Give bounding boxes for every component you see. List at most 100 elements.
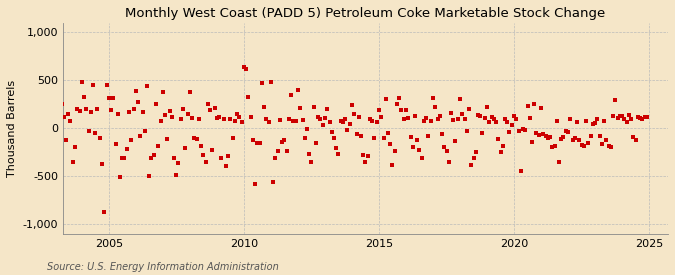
Point [124, 110, 134, 114]
Point [412, 138, 423, 142]
Point [455, 97, 466, 101]
Point [184, 89, 195, 94]
Point [500, 116, 510, 121]
Point [522, 104, 533, 108]
Point [333, 152, 344, 156]
Point [122, 147, 132, 152]
Point [632, 114, 643, 119]
Point [603, 144, 614, 149]
Point [610, 98, 621, 103]
Point [364, 116, 375, 121]
Point [342, 128, 353, 132]
Point [299, 136, 310, 140]
Point [88, 83, 99, 87]
Point [470, 150, 481, 155]
Point [634, 116, 645, 120]
Point [268, 180, 279, 184]
Point [310, 141, 321, 145]
Point [518, 127, 529, 131]
Point [198, 153, 209, 157]
Point [601, 138, 612, 142]
Point [99, 210, 109, 214]
Point [403, 116, 414, 120]
Point [315, 116, 326, 121]
Point [432, 116, 443, 121]
Point [484, 120, 495, 125]
Point [63, 112, 74, 116]
Point [142, 84, 153, 88]
Point [617, 114, 628, 118]
Point [230, 118, 240, 123]
Point [144, 174, 155, 178]
Point [153, 143, 163, 148]
Point [497, 143, 508, 148]
Point [421, 116, 431, 120]
Point [78, 94, 89, 99]
Point [207, 148, 217, 153]
Point [592, 116, 603, 121]
Point [369, 136, 380, 140]
Point [182, 112, 193, 116]
Point [520, 128, 531, 132]
Point [295, 106, 306, 110]
Point [425, 119, 436, 124]
Point [74, 109, 85, 113]
Point [173, 161, 184, 165]
Point [531, 131, 542, 135]
Point [281, 149, 292, 153]
Point [304, 152, 315, 156]
Point [326, 130, 337, 134]
Point [290, 119, 301, 124]
Point [554, 160, 564, 164]
Point [578, 144, 589, 149]
Point [346, 103, 357, 107]
Point [234, 114, 244, 119]
Point [590, 121, 601, 126]
Point [383, 131, 394, 135]
Point [180, 146, 190, 151]
Point [263, 120, 274, 125]
Point [338, 120, 348, 125]
Point [259, 105, 269, 109]
Point [587, 122, 598, 127]
Point [288, 118, 299, 123]
Point [576, 142, 587, 147]
Point [248, 138, 259, 142]
Point [279, 138, 290, 142]
Point [211, 116, 222, 120]
Point [551, 119, 562, 124]
Point [76, 80, 87, 84]
Point [396, 108, 407, 112]
Point [340, 116, 350, 121]
Point [563, 130, 574, 134]
Point [574, 138, 585, 142]
Point [434, 114, 445, 118]
Point [97, 162, 107, 166]
Point [641, 114, 652, 119]
Point [540, 134, 551, 138]
Point [349, 112, 360, 116]
Point [491, 120, 502, 125]
Point [416, 156, 427, 160]
Text: Source: U.S. Energy Information Administration: Source: U.S. Energy Information Administ… [47, 262, 279, 272]
Point [407, 145, 418, 150]
Point [72, 107, 82, 111]
Point [157, 89, 168, 94]
Point [358, 153, 369, 157]
Point [567, 138, 578, 142]
Point [319, 116, 330, 120]
Point [376, 114, 387, 119]
Point [605, 145, 616, 150]
Point [232, 112, 242, 116]
Point [464, 107, 475, 111]
Point [599, 118, 610, 123]
Point [585, 134, 596, 138]
Point [353, 114, 364, 119]
Point [392, 102, 402, 106]
Point [526, 139, 537, 144]
Point [448, 117, 459, 122]
Point [209, 106, 220, 110]
Point [178, 107, 188, 111]
Point [54, 83, 65, 87]
Point [565, 116, 576, 121]
